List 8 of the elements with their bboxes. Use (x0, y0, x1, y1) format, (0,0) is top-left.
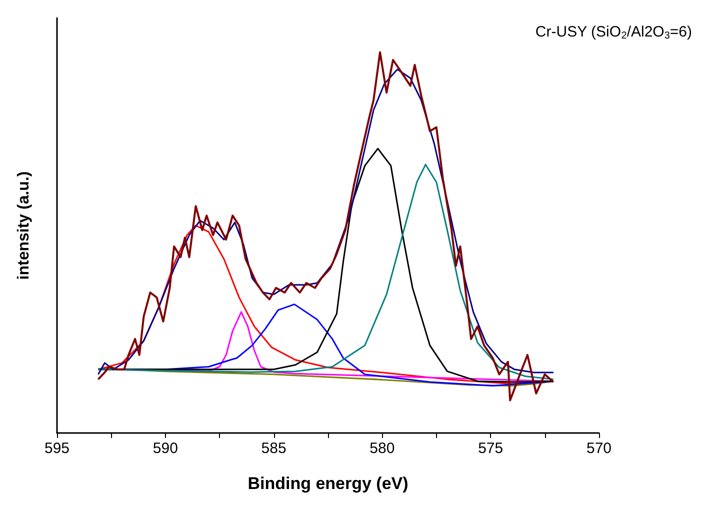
x-tick-label: 570 (586, 440, 612, 457)
x-tick-label: 575 (478, 440, 504, 457)
y-axis-title: intensity (a.u.) (16, 171, 32, 280)
x-tick-label: 585 (261, 440, 286, 457)
x-tick-label: 590 (152, 440, 178, 457)
x-tick-label: 580 (370, 440, 395, 457)
x-tick-label: 595 (44, 440, 70, 457)
x-axis-title: Binding energy (eV) (248, 474, 408, 493)
